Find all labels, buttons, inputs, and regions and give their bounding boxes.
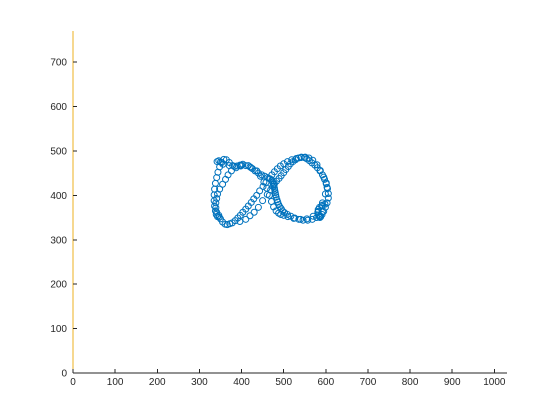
data-point xyxy=(258,171,266,179)
data-point xyxy=(230,162,238,170)
data-point xyxy=(212,204,220,212)
axes: 0 100 200 300 400 500 600 700 800 900 1000 0 100 200 3… xyxy=(50,31,507,388)
x-tick-label: 500 xyxy=(275,377,292,388)
data-point xyxy=(321,200,329,208)
data-point xyxy=(263,190,271,198)
data-point xyxy=(216,158,224,166)
y-tick-label: 200 xyxy=(50,280,67,291)
x-ticks: 0 100 200 300 400 500 600 700 800 900 1000 xyxy=(70,369,506,388)
x-tick-label: 1000 xyxy=(483,377,506,388)
data-point xyxy=(236,218,244,226)
data-point xyxy=(224,171,232,179)
data-point xyxy=(324,185,331,193)
data-point xyxy=(259,197,267,205)
data-point xyxy=(299,216,307,224)
data-point xyxy=(321,175,329,183)
data-point xyxy=(259,182,267,190)
x-tick-label: 200 xyxy=(149,377,166,388)
y-tick-label: 300 xyxy=(50,235,67,246)
y-tick-label: 0 xyxy=(61,369,67,380)
y-ticks: 0 100 200 300 400 500 600 700 xyxy=(50,58,77,380)
data-point xyxy=(244,162,252,170)
data-point xyxy=(316,212,324,220)
data-point xyxy=(211,179,219,187)
y-tick-label: 400 xyxy=(50,191,67,202)
data-point xyxy=(213,158,221,166)
y-tick-label: 600 xyxy=(50,102,67,113)
x-tick-label: 0 xyxy=(70,377,76,388)
data-point xyxy=(254,203,262,211)
data-point xyxy=(324,194,332,202)
scatter-points xyxy=(210,153,332,229)
data-point xyxy=(211,202,219,210)
data-point xyxy=(263,184,271,192)
data-point xyxy=(295,215,303,223)
data-point xyxy=(225,162,233,170)
data-point xyxy=(216,185,224,193)
y-tick-label: 500 xyxy=(50,146,67,157)
data-point xyxy=(291,214,299,222)
x-tick-label: 900 xyxy=(444,377,461,388)
data-point xyxy=(211,207,219,215)
data-point xyxy=(246,212,254,220)
data-point xyxy=(308,215,316,223)
y-tick-label: 700 xyxy=(50,58,67,69)
data-point xyxy=(250,208,258,216)
data-point xyxy=(246,163,254,171)
x-tick-label: 600 xyxy=(317,377,334,388)
y-tick-label: 100 xyxy=(50,324,67,335)
data-point xyxy=(281,209,289,217)
data-point xyxy=(324,190,332,198)
data-point xyxy=(318,171,326,179)
data-point xyxy=(288,156,296,164)
x-tick-label: 400 xyxy=(233,377,250,388)
data-point xyxy=(304,216,312,224)
x-tick-label: 700 xyxy=(360,377,377,388)
data-point xyxy=(212,199,220,207)
data-point xyxy=(322,180,330,188)
data-point xyxy=(313,214,321,222)
data-point xyxy=(242,215,250,223)
data-point xyxy=(287,212,295,220)
x-tick-label: 300 xyxy=(191,377,208,388)
x-tick-label: 100 xyxy=(107,377,124,388)
data-point xyxy=(212,210,220,218)
x-tick-label: 800 xyxy=(402,377,419,388)
data-point xyxy=(256,187,264,195)
